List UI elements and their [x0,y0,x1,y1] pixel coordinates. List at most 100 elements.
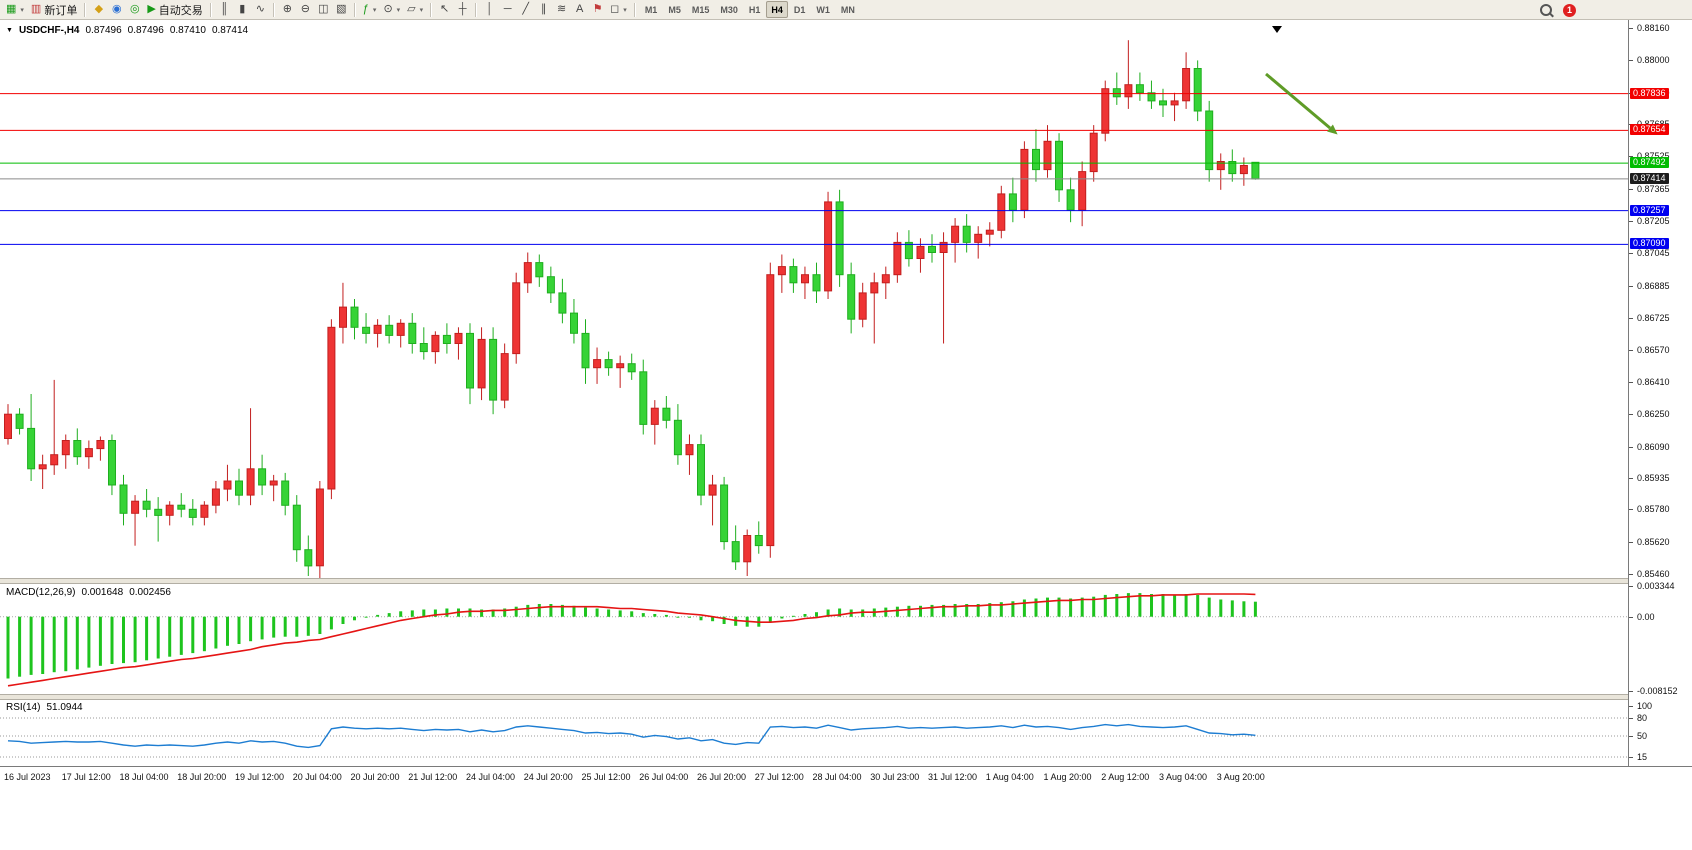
scale-tick [1629,382,1633,383]
candle-body [581,332,590,369]
toolbar-separator [475,2,478,17]
candle-body [292,504,301,551]
macd-bar [191,616,195,654]
candle-body [50,454,59,466]
cursor-button[interactable]: ↖ [436,1,453,18]
rsi-line [7,723,1256,749]
vertical-line-button[interactable]: │ [481,1,498,18]
candle-body [396,322,405,336]
search-icon[interactable] [1540,4,1552,16]
chart-marker-triangle [1272,26,1282,33]
panel-divider[interactable] [0,578,1692,584]
macd-bar [364,616,368,618]
scale-label: -0.008152 [1637,686,1678,696]
macd-chart-canvas[interactable] [0,584,1628,694]
timeframe-h4-button[interactable]: H4 [766,1,788,18]
support-button[interactable]: ◉ [108,1,125,18]
candle-body [1089,132,1098,173]
crosshair-button[interactable]: ┼ [454,1,471,18]
candlestick-chart-button[interactable]: ▮ [234,1,251,18]
timeframe-h1-button[interactable]: H1 [744,1,766,18]
candle-body [1135,84,1144,94]
macd-bar [29,616,33,675]
periods-button[interactable]: ⊙ [380,1,403,18]
macd-bar [618,610,622,617]
autotrading-icon: ▶ [147,3,156,15]
macd-bar [353,616,356,621]
scale-tick [1629,318,1633,319]
timeframe-m15-button[interactable]: M15 [687,1,715,18]
horizontal-line-button[interactable]: ─ [499,1,516,18]
indicators-button[interactable]: ƒ [360,1,380,18]
arrow-tool-button[interactable]: ⚑ [589,1,606,18]
shapes-button[interactable]: ◻ [607,1,630,18]
candle-body [962,225,971,243]
candle-body [1205,110,1214,171]
new-chart-button[interactable]: ▦ [3,1,27,18]
macd-bar [272,616,276,638]
candle-body [108,440,116,486]
autotrading-button[interactable]: ▶ 自动交易 [144,1,205,18]
candle-body [1182,68,1191,102]
low-value: 0.87410 [169,25,206,36]
candle-body [593,359,602,369]
collapse-chart-button[interactable]: ▼ [6,27,13,34]
indicators-icon: ƒ [362,3,369,15]
zoom-out-button[interactable]: ⊖ [297,1,314,18]
time-axis[interactable]: 16 Jul 2023 17 Jul 12:00 18 Jul 04:00 18 Ju… [0,766,1692,793]
news-button[interactable]: ◎ [126,1,143,18]
candle-body [1239,165,1248,175]
arrange-windows-button[interactable]: ▧ [333,1,350,18]
fibonacci-button[interactable]: ≋ [553,1,570,18]
macd-bar [780,616,784,619]
scale-label: 0.87525 [1637,151,1670,161]
trendline-button[interactable]: ╱ [517,1,534,18]
scale-tick [1629,156,1633,157]
scale-label: 0.00 [1637,612,1655,622]
templates-button[interactable]: ▱ [404,1,426,18]
scale-label: 0.003344 [1637,581,1675,591]
macd-bar [1115,594,1119,617]
candle-body [904,241,913,260]
price-badge: 0.87090 [1630,238,1669,249]
candle-body [1032,148,1040,171]
main-chart-canvas[interactable] [0,22,1628,578]
timeframe-d1-button[interactable]: D1 [789,1,811,18]
macd-bar [1138,593,1142,617]
macd-bar [145,616,149,661]
candle-body [1008,193,1017,211]
macd-bar [75,616,79,670]
channel-button[interactable]: ∥ [535,1,552,18]
timeframe-m30-button[interactable]: M30 [715,1,743,18]
rsi-chart-canvas[interactable] [0,700,1628,766]
macd-bar [1173,594,1177,617]
scale-label: 0.86725 [1637,313,1670,323]
macd-bar [1161,594,1165,617]
tile-windows-button[interactable]: ◫ [315,1,332,18]
zoom-in-button[interactable]: ⊕ [279,1,296,18]
new-order-button[interactable]: ▥ 新订单 [28,1,80,18]
macd-bar [514,606,518,617]
timeframe-m5-button[interactable]: M5 [663,1,686,18]
macd-bar [953,604,957,617]
candle-body [685,444,694,456]
text-tool-button[interactable]: A [571,1,588,18]
metaeditor-button[interactable]: ◆ [90,1,107,18]
panel-divider[interactable] [0,694,1692,700]
bar-chart-button[interactable]: ║ [216,1,233,18]
scale-tick [1629,447,1633,448]
trend-arrow-annotation[interactable] [1265,72,1331,130]
timeframe-w1-button[interactable]: W1 [811,1,835,18]
notification-badge[interactable]: 1 [1563,3,1576,17]
timeframe-m1-button[interactable]: M1 [640,1,663,18]
macd-bar [895,606,899,617]
time-label: 25 Jul 12:00 [581,772,631,782]
candle-body [73,440,82,458]
price-scale[interactable]: 0.881600.880000.878400.876850.875250.873… [1628,20,1692,766]
line-chart-button[interactable]: ∿ [252,1,269,18]
toolbar-separator [430,2,433,17]
scale-tick [1629,28,1633,29]
candle-body [616,363,625,369]
timeframe-mn-button[interactable]: MN [836,1,860,18]
macd-bar [988,603,992,617]
